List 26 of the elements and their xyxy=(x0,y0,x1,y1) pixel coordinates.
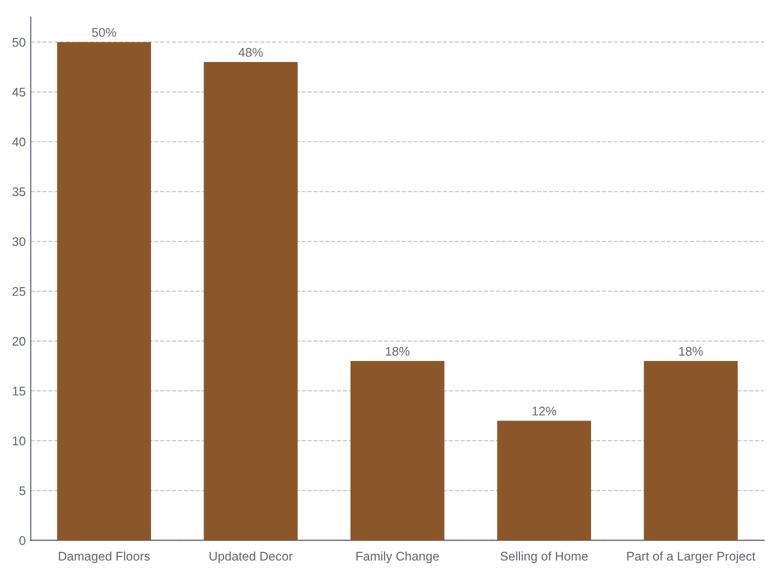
bar xyxy=(204,62,298,540)
y-tick-label: 15 xyxy=(12,386,26,396)
y-tick-label: 35 xyxy=(12,187,26,196)
bar xyxy=(350,360,444,540)
y-tick-label: 30 xyxy=(12,237,26,246)
data-label: 50% xyxy=(92,28,116,37)
data-label: 12% xyxy=(532,406,556,416)
y-tick-label: 0 xyxy=(19,536,26,545)
x-tick-label: Selling of Home xyxy=(500,551,588,564)
x-tick-label: Family Change xyxy=(356,551,439,564)
bar xyxy=(57,42,152,540)
data-label: 18% xyxy=(679,346,703,356)
y-tick-label: 20 xyxy=(12,336,26,346)
y-tick-label: 50 xyxy=(12,38,26,47)
x-tick-label: Part of a Larger Project xyxy=(627,551,756,564)
x-tick-label: Updated Decor xyxy=(210,551,293,564)
y-tick-label: 5 xyxy=(19,486,26,496)
bar xyxy=(644,360,738,540)
data-label: 48% xyxy=(238,48,263,57)
y-tick-label: 25 xyxy=(12,287,26,296)
data-label: 18% xyxy=(386,346,410,356)
y-tick-label: 10 xyxy=(12,436,26,446)
bar xyxy=(497,420,592,540)
x-tick-label: Damaged Floors xyxy=(58,551,150,564)
y-tick-label: 45 xyxy=(12,88,26,97)
y-tick-label: 40 xyxy=(12,138,26,146)
